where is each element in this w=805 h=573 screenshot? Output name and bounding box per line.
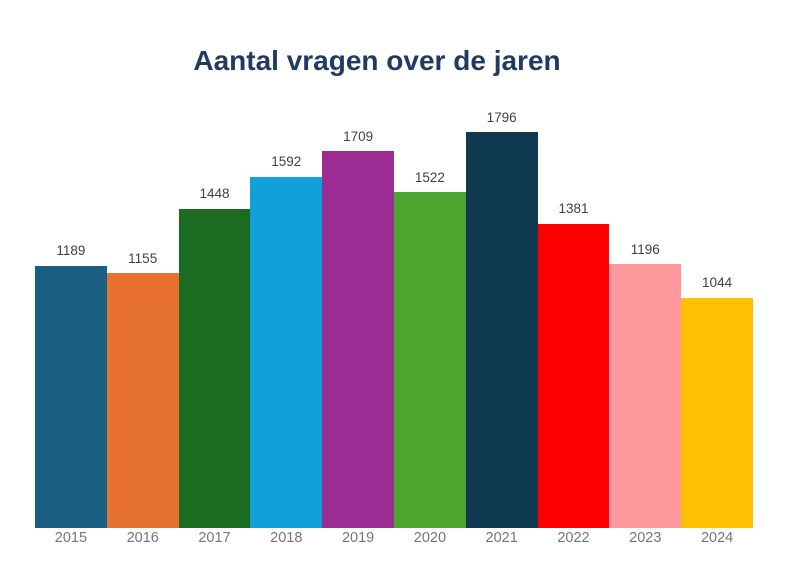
plot-area: 1189 1155 1448 1592 1709 1522 1796 1381 1196 1044 xyxy=(35,110,753,528)
bar-column-2020: 1522 xyxy=(393,132,466,528)
bar-2015 xyxy=(35,265,107,528)
bar-column-2023: 1196 xyxy=(609,132,682,528)
bar-2024 xyxy=(681,297,753,528)
chart-title-area: Aantal vragen over de jaren xyxy=(0,44,754,78)
category-label-2017: 2017 xyxy=(198,530,231,546)
value-label-2023: 1196 xyxy=(630,241,660,257)
value-label-2018: 1592 xyxy=(271,154,302,170)
category-label-2023: 2023 xyxy=(629,530,662,546)
category-label-2018: 2018 xyxy=(270,530,303,546)
value-label-2019: 1709 xyxy=(343,128,374,144)
bar-column-2018: 1592 xyxy=(250,132,323,528)
value-label-2020: 1522 xyxy=(414,169,445,185)
bar-2023 xyxy=(609,264,682,528)
category-label-2019: 2019 xyxy=(341,530,375,546)
bar-2017 xyxy=(178,208,251,528)
bar-2018 xyxy=(250,176,323,528)
value-label-2015: 1189 xyxy=(56,243,86,259)
category-label-2020: 2020 xyxy=(413,530,447,546)
value-label-2017: 1448 xyxy=(199,186,230,202)
value-label-2024: 1044 xyxy=(702,275,733,291)
value-label-2022: 1381 xyxy=(558,201,589,217)
category-axis: 2015 2016 2017 2018 2019 2020 2021 2022 2023 2024 xyxy=(35,530,753,547)
bar-column-2019: 1709 xyxy=(322,128,394,528)
category-label-2022: 2022 xyxy=(557,530,590,546)
bar-column-2016: 1155 xyxy=(106,132,179,528)
bar-2020 xyxy=(393,192,466,528)
category-label-2015: 2015 xyxy=(54,530,88,546)
value-label-2021: 1796 xyxy=(486,109,517,125)
category-label-2016: 2016 xyxy=(126,530,159,546)
bar-column-2021: 1796 xyxy=(465,110,538,528)
bar-2021 xyxy=(465,132,538,528)
bar-2016 xyxy=(106,273,179,528)
bar-column-2024: 1044 xyxy=(681,132,753,528)
bar-column-2022: 1381 xyxy=(537,132,610,528)
chart-title: Aantal vragen over de jaren xyxy=(193,45,561,76)
value-label-2016: 1155 xyxy=(128,250,158,266)
category-label-2021: 2021 xyxy=(485,530,518,546)
bar-column-2017: 1448 xyxy=(178,132,251,528)
category-label-2024: 2024 xyxy=(700,530,734,546)
bar-column-2015: 1189 xyxy=(35,132,107,528)
bar-2022 xyxy=(537,223,610,528)
bar-2019 xyxy=(322,151,394,528)
